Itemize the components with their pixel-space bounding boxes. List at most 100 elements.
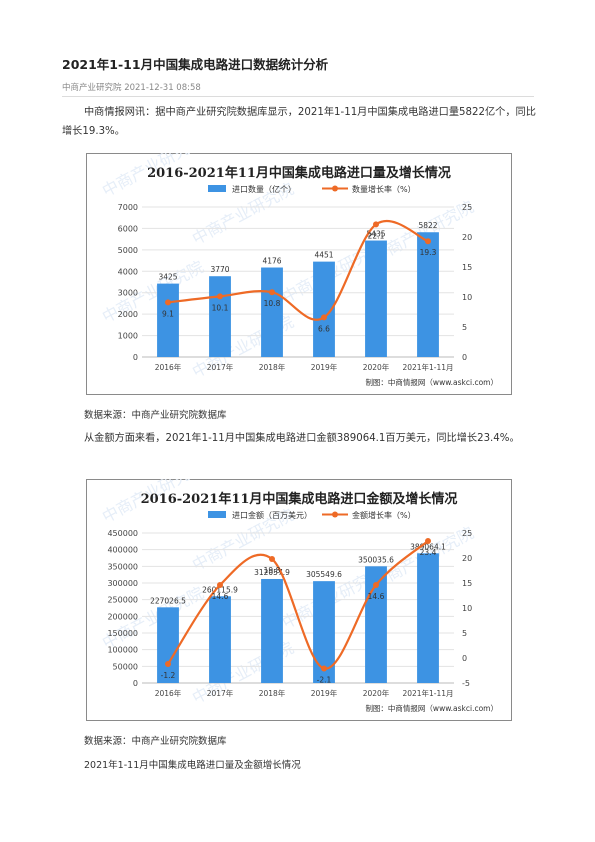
bar-value-label: 350035.6 — [358, 555, 394, 564]
bar-value-label: 389064.1 — [410, 542, 446, 551]
bar — [417, 232, 439, 357]
bar — [209, 596, 231, 683]
chart-title: 2016-2021年11月中国集成电路进口量及增长情况 — [147, 165, 451, 181]
y2-tick-label: 0 — [462, 353, 467, 362]
legend-line-label: 数量增长率（%） — [352, 184, 416, 194]
chart-source-note: 制图：中商情报网（www.askci.com） — [365, 377, 498, 387]
y-tick-label: 150000 — [107, 629, 138, 638]
legend-line-marker — [332, 511, 338, 518]
article-meta: 中商产业研究院 2021-12-31 08:58 — [62, 83, 201, 93]
chart-source-note: 制图：中商情报网（www.askci.com） — [365, 703, 498, 713]
chart-import-volume-svg: 中商产业研究院中商产业研究院中商产业研究院中商产业研究院中商产业研究院中商产业研… — [86, 153, 512, 395]
x-tick-label: 2020年 — [363, 362, 390, 372]
data-source-1: 数据来源：中商产业研究院数据库 — [84, 410, 227, 421]
x-tick-label: 2019年 — [311, 362, 338, 372]
bar — [261, 267, 283, 357]
growth-rate-label: 9.1 — [162, 309, 174, 318]
x-tick-label: 2016年 — [155, 362, 182, 372]
bar — [157, 607, 179, 683]
bar — [261, 578, 283, 683]
x-tick-label: 2021年1-11月 — [402, 688, 453, 698]
x-tick-label: 2016年 — [155, 688, 182, 698]
legend-bar-label: 进口数量（亿个） — [232, 184, 296, 194]
y-tick-label: 7000 — [118, 203, 138, 212]
bar-value-label: 4176 — [262, 257, 281, 266]
legend-line-label: 金额增长率（%） — [352, 510, 416, 520]
bar-value-label: 305549.6 — [306, 570, 342, 579]
paragraph-quantity: 中商情报网讯：据中商产业研究院数据库显示，2021年1-11月中国集成电路进口量… — [62, 104, 538, 141]
legend-bar-swatch — [208, 511, 226, 518]
growth-rate-point — [373, 582, 379, 588]
x-tick-label: 2020年 — [363, 688, 390, 698]
growth-rate-label: 10.8 — [264, 299, 281, 308]
legend-bar-label: 进口金额（百万美元） — [232, 510, 312, 520]
legend-bar-swatch — [208, 185, 226, 192]
growth-rate-label: 23.4 — [420, 548, 437, 557]
growth-rate-point — [425, 538, 431, 544]
y2-tick-label: -5 — [462, 679, 470, 688]
y-tick-label: 300000 — [107, 579, 138, 588]
growth-rate-point — [165, 661, 171, 667]
y-tick-label: 3000 — [118, 289, 138, 298]
y-tick-label: 350000 — [107, 562, 138, 571]
growth-rate-label: 10.1 — [212, 303, 229, 312]
y-tick-label: 200000 — [107, 612, 138, 621]
y2-tick-label: 25 — [462, 203, 472, 212]
growth-rate-point — [217, 582, 223, 588]
growth-rate-label: 14.6 — [212, 592, 229, 601]
bar — [157, 283, 179, 357]
y-tick-label: 6000 — [118, 224, 138, 233]
chart-import-amount-svg: 中商产业研究院中商产业研究院中商产业研究院中商产业研究院中商产业研究院中商产业研… — [86, 479, 512, 721]
bar-value-label: 3770 — [210, 265, 229, 274]
y2-tick-label: 15 — [462, 263, 472, 272]
growth-rate-label: -1.2 — [161, 671, 176, 680]
x-tick-label: 2019年 — [311, 688, 338, 698]
paragraph-amount: 从金额方面来看，2021年1-11月中国集成电路进口金额389064.1百万美元… — [62, 430, 538, 449]
y-tick-label: 0 — [133, 353, 138, 362]
y-tick-label: 100000 — [107, 646, 138, 655]
chart-import-amount: 中商产业研究院中商产业研究院中商产业研究院中商产业研究院中商产业研究院中商产业研… — [86, 479, 512, 721]
growth-rate-label: 19.3 — [420, 248, 437, 257]
y-tick-label: 0 — [133, 679, 138, 688]
x-tick-label: 2018年 — [259, 362, 286, 372]
bar-value-label: 5435 — [366, 230, 385, 239]
growth-rate-label: 19.8 — [264, 566, 281, 575]
x-tick-label: 2021年1-11月 — [402, 362, 453, 372]
bar-value-label: 4451 — [314, 251, 333, 260]
y-tick-label: 250000 — [107, 596, 138, 605]
growth-rate-point — [269, 556, 275, 562]
bar — [313, 581, 335, 683]
chart-import-volume: 中商产业研究院中商产业研究院中商产业研究院中商产业研究院中商产业研究院中商产业研… — [86, 153, 512, 395]
chart-title: 2016-2021年11月中国集成电路进口金额及增长情况 — [141, 491, 458, 507]
growth-rate-label: 14.6 — [368, 592, 385, 601]
growth-rate-point — [321, 665, 327, 672]
footer-caption: 2021年1-11月中国集成电路进口量及金额增长情况 — [84, 760, 301, 771]
growth-rate-point — [165, 299, 171, 306]
y-tick-label: 450000 — [107, 529, 138, 538]
bar — [417, 553, 439, 683]
article-title: 2021年1-11月中国集成电路进口数据统计分析 — [62, 57, 329, 72]
growth-rate-point — [321, 314, 327, 321]
bar-value-label: 5822 — [418, 221, 437, 230]
y2-tick-label: 20 — [462, 554, 472, 563]
growth-rate-label: 22.1 — [368, 231, 385, 240]
growth-rate-point — [217, 293, 223, 300]
y-tick-label: 50000 — [113, 662, 138, 671]
y2-tick-label: 5 — [462, 629, 467, 638]
legend-line-marker — [332, 185, 338, 192]
x-tick-label: 2018年 — [259, 688, 286, 698]
growth-rate-label: 6.6 — [318, 324, 330, 333]
y2-tick-label: 15 — [462, 579, 472, 588]
data-source-2: 数据来源：中商产业研究院数据库 — [84, 736, 227, 747]
growth-rate-label: -2.1 — [317, 676, 332, 685]
bar-value-label: 3425 — [158, 273, 177, 282]
bar — [365, 240, 387, 357]
y-tick-label: 400000 — [107, 546, 138, 555]
x-tick-label: 2017年 — [207, 688, 234, 698]
bar — [313, 261, 335, 357]
paragraph-amount-text: 从金额方面来看，2021年1-11月中国集成电路进口金额389064.1百万美元… — [84, 433, 520, 444]
y2-tick-label: 10 — [462, 604, 472, 613]
growth-rate-point — [425, 238, 431, 245]
y2-tick-label: 25 — [462, 529, 472, 538]
bar — [209, 276, 231, 357]
